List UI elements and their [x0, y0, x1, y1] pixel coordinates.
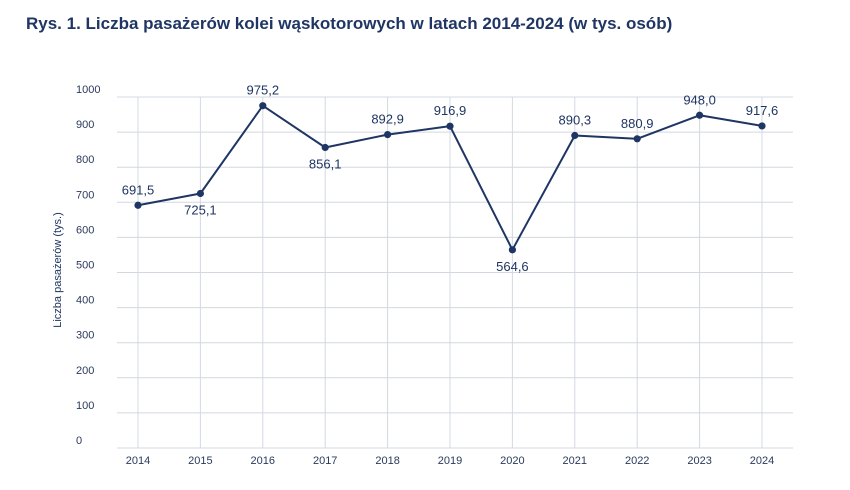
data-point: [633, 135, 641, 143]
data-label: 691,5: [122, 182, 155, 197]
data-label: 916,9: [434, 103, 467, 118]
data-labels: 691,5 725,1 975,2 856,1 892,9 916,9 564,6 890,3…: [122, 83, 779, 274]
y-tick-label: 800: [76, 154, 94, 166]
x-tick-label: 2022: [625, 455, 649, 467]
data-point: [196, 189, 204, 198]
x-tick-label: 2018: [375, 455, 399, 467]
y-axis-title: Liczba pasażerów (tys.): [52, 212, 64, 328]
y-tick-label: 300: [76, 330, 94, 342]
data-point: [696, 111, 704, 119]
data-point: [758, 122, 766, 130]
y-tick-label: 100: [76, 400, 94, 412]
data-label: 975,2: [247, 83, 280, 98]
data-label: 725,1: [184, 202, 217, 217]
data-label: 948,0: [683, 92, 716, 107]
data-point: [321, 143, 329, 152]
data-point: [134, 201, 142, 209]
x-tick-labels: 2014 2015 2016 2017 2018 2019 2020 2021 2022 2023…: [126, 455, 774, 467]
data-label: 917,6: [746, 103, 779, 118]
data-label: 890,3: [559, 113, 592, 128]
gridlines: [117, 96, 793, 449]
y-tick-label: 200: [76, 365, 94, 377]
data-point: [571, 131, 579, 140]
x-tick-label: 2023: [687, 455, 711, 467]
x-tick-label: 2014: [126, 455, 150, 467]
y-tick-label: 400: [76, 295, 94, 307]
y-tick-label: 500: [76, 260, 94, 272]
y-tick-label: 900: [76, 119, 94, 131]
data-label: 856,1: [309, 157, 342, 172]
x-tick-label: 2021: [563, 455, 587, 467]
x-tick-label: 2015: [188, 455, 212, 467]
data-label: 880,9: [621, 116, 654, 131]
y-tick-label: 600: [76, 224, 94, 236]
data-point: [384, 130, 392, 139]
x-tick-label: 2024: [750, 455, 774, 467]
chart-title: Rys. 1. Liczba pasażerów kolei wąskotoro…: [26, 14, 673, 33]
x-tick-label: 2020: [500, 455, 524, 467]
y-tick-labels: 0 100 200 300 400 500 600 700 800 900 1000: [76, 84, 100, 447]
x-tick-label: 2017: [313, 455, 337, 467]
data-point: [508, 246, 516, 254]
y-tick-label: 1000: [76, 84, 100, 96]
data-label: 892,9: [371, 112, 404, 127]
x-tick-label: 2019: [438, 455, 462, 467]
data-point: [446, 122, 454, 130]
y-tick-label: 0: [76, 435, 82, 447]
y-tick-label: 700: [76, 189, 94, 201]
x-tick-label: 2016: [251, 455, 275, 467]
data-points: [134, 102, 766, 254]
data-point: [259, 102, 267, 110]
data-label: 564,6: [496, 259, 529, 274]
